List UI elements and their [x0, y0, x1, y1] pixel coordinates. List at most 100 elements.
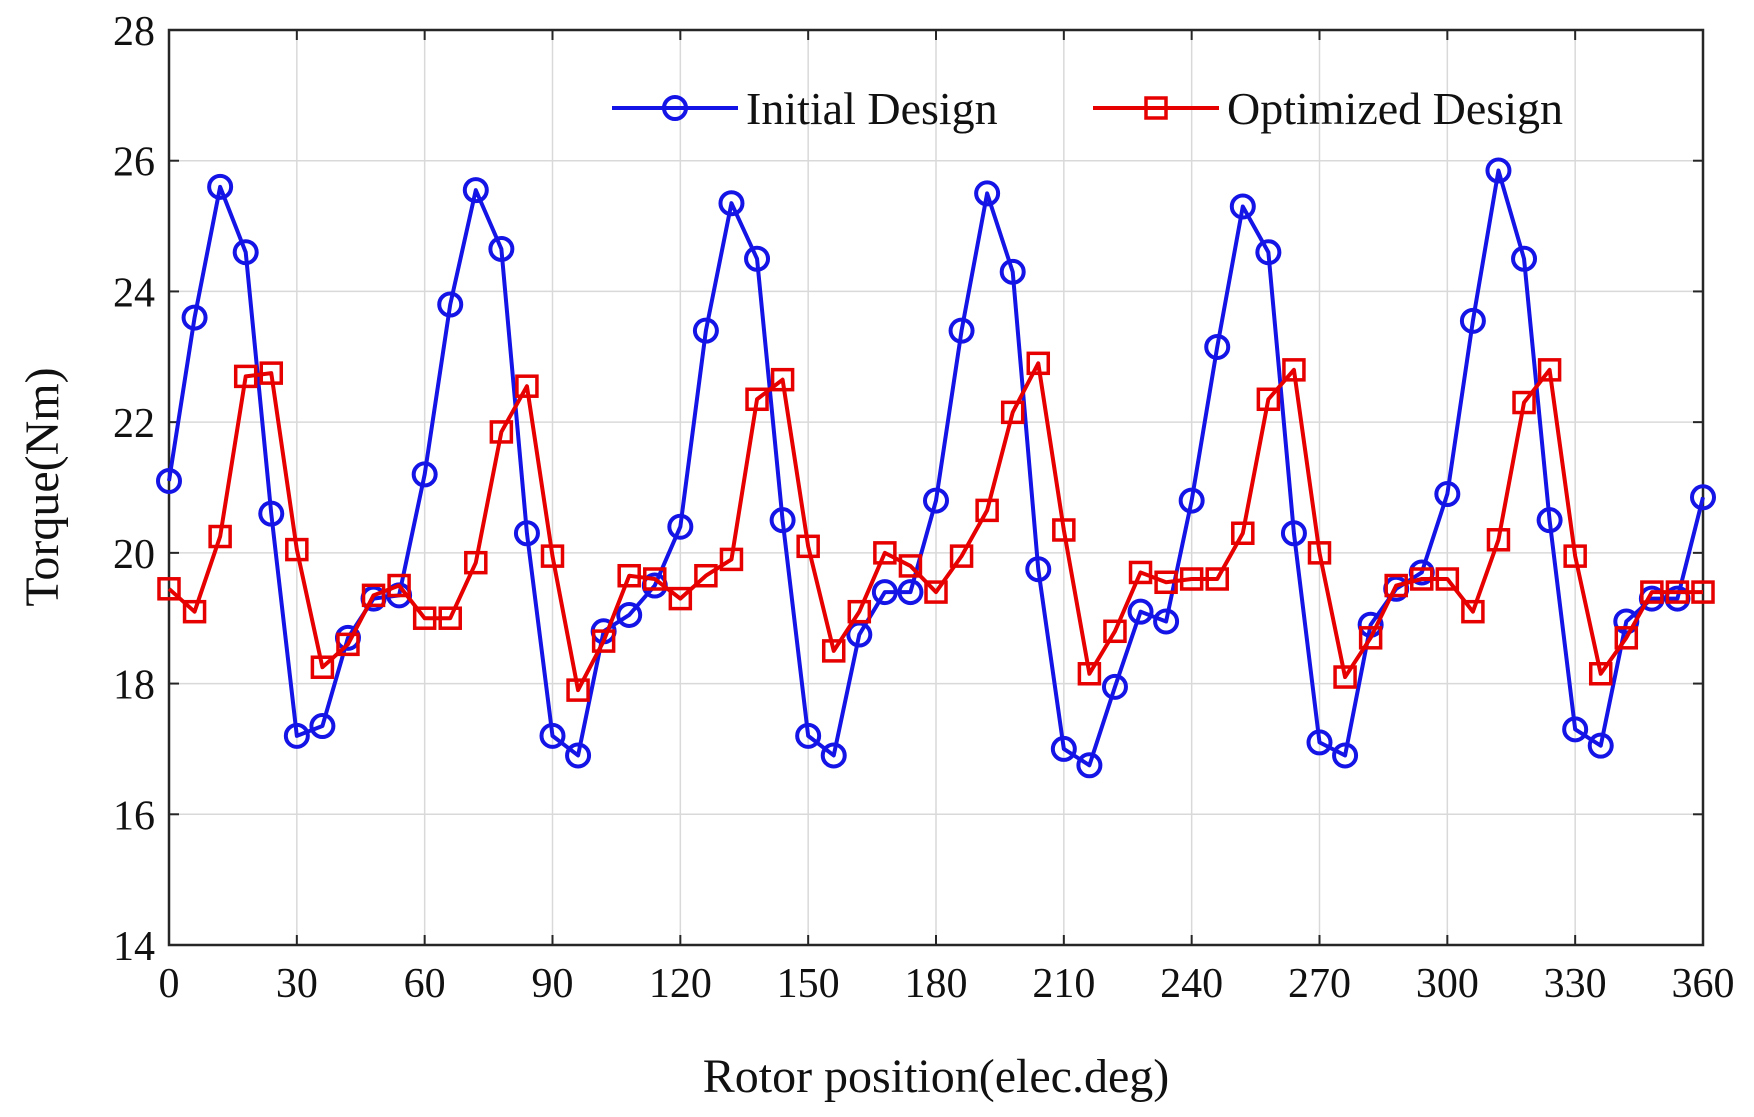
- data-point: [513, 520, 540, 547]
- data-point: [847, 599, 872, 624]
- data-point: [336, 632, 360, 657]
- data-point: [1025, 556, 1052, 583]
- data-point: [1204, 333, 1231, 360]
- data-point: [999, 258, 1026, 285]
- data-point: [1154, 570, 1178, 595]
- data-point: [1128, 560, 1153, 585]
- data-point: [949, 544, 974, 568]
- data-point: [1614, 626, 1639, 650]
- data-point: [897, 579, 924, 606]
- x-tick-label: 0: [159, 961, 180, 1007]
- data-point: [745, 387, 769, 412]
- legend-optimized-marker: [1144, 96, 1168, 120]
- data-point: [1229, 193, 1256, 220]
- data-point: [285, 537, 309, 562]
- x-tick-label: 300: [1416, 961, 1479, 1007]
- data-point: [719, 547, 744, 572]
- series-line: [167, 168, 1705, 768]
- data-point: [1511, 245, 1538, 272]
- x-axis-label: Rotor position(elec.deg): [703, 1050, 1170, 1103]
- x-tick-label: 180: [905, 961, 968, 1007]
- data-point: [1563, 544, 1587, 568]
- data-point: [566, 678, 590, 702]
- y-tick-label: 14: [113, 924, 155, 970]
- data-point: [974, 180, 1001, 207]
- x-tick-label: 360: [1672, 961, 1735, 1007]
- x-tick-label: 330: [1544, 961, 1607, 1007]
- data-point: [1562, 716, 1589, 743]
- legend-initial-label: Initial Design: [746, 83, 998, 134]
- data-point: [744, 245, 771, 272]
- data-point: [591, 629, 616, 653]
- data-point: [821, 639, 846, 663]
- data-point: [361, 583, 386, 608]
- series-1: [157, 351, 1715, 702]
- data-point: [1231, 521, 1255, 545]
- legend-optimized-label: Optimized Design: [1227, 83, 1563, 134]
- data-point: [1486, 528, 1511, 552]
- legend-initial-marker: [662, 95, 688, 121]
- data-point: [1127, 598, 1154, 625]
- data-point: [1485, 157, 1512, 184]
- data-point: [1333, 665, 1357, 689]
- x-tick-label: 150: [777, 961, 840, 1007]
- data-point: [948, 317, 975, 344]
- data-point: [1691, 580, 1715, 604]
- data-point: [796, 534, 820, 559]
- x-tick-label: 210: [1032, 961, 1095, 1007]
- data-point: [258, 500, 285, 527]
- data-point: [616, 601, 643, 628]
- data-point: [462, 177, 489, 204]
- data-point: [540, 544, 565, 568]
- data-point: [489, 420, 514, 444]
- data-point: [1000, 400, 1025, 425]
- data-point: [1103, 619, 1127, 644]
- y-tick-label: 24: [113, 270, 155, 316]
- data-point: [259, 361, 284, 385]
- data-point: [1101, 673, 1128, 700]
- data-point: [207, 173, 234, 200]
- data-point: [488, 235, 515, 262]
- data-point: [1280, 520, 1307, 547]
- data-point: [1282, 358, 1306, 382]
- data-point: [820, 742, 847, 769]
- data-point: [1384, 573, 1408, 598]
- data-point: [692, 317, 719, 344]
- data-point: [309, 713, 336, 740]
- x-tick-label: 240: [1160, 961, 1223, 1007]
- data-point: [1306, 729, 1333, 756]
- data-point: [1435, 567, 1460, 591]
- y-tick-label: 28: [113, 9, 155, 55]
- x-tick-label: 90: [532, 961, 574, 1007]
- data-point: [1076, 752, 1103, 779]
- data-point: [643, 567, 667, 591]
- data-point: [208, 524, 232, 549]
- data-point: [1536, 507, 1563, 534]
- data-point: [411, 461, 438, 488]
- data-point: [718, 190, 745, 217]
- data-point: [1050, 735, 1077, 762]
- data-point: [539, 722, 566, 749]
- data-point: [1077, 662, 1102, 686]
- data-point: [1026, 351, 1051, 376]
- data-point: [873, 541, 897, 565]
- data-point: [1588, 662, 1613, 686]
- data-point: [1153, 608, 1180, 635]
- data-point: [464, 550, 488, 575]
- data-point: [565, 742, 592, 769]
- y-tick-label: 16: [113, 793, 155, 839]
- data-point: [924, 580, 948, 604]
- data-point: [1434, 481, 1461, 508]
- data-point: [975, 498, 999, 523]
- legend: Initial Design Optimized Design: [612, 83, 1563, 134]
- data-point: [1690, 484, 1716, 511]
- data-point: [617, 563, 641, 588]
- data-point: [1587, 732, 1614, 759]
- data-point: [694, 563, 718, 588]
- data-point: [668, 586, 693, 611]
- data-point: [437, 291, 464, 318]
- data-point: [387, 573, 411, 598]
- data-point: [1410, 567, 1434, 591]
- y-tick-label: 20: [113, 532, 155, 578]
